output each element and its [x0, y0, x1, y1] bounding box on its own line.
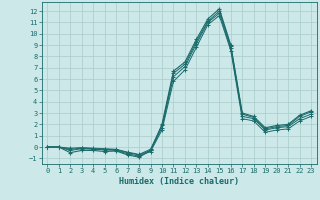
- X-axis label: Humidex (Indice chaleur): Humidex (Indice chaleur): [119, 177, 239, 186]
